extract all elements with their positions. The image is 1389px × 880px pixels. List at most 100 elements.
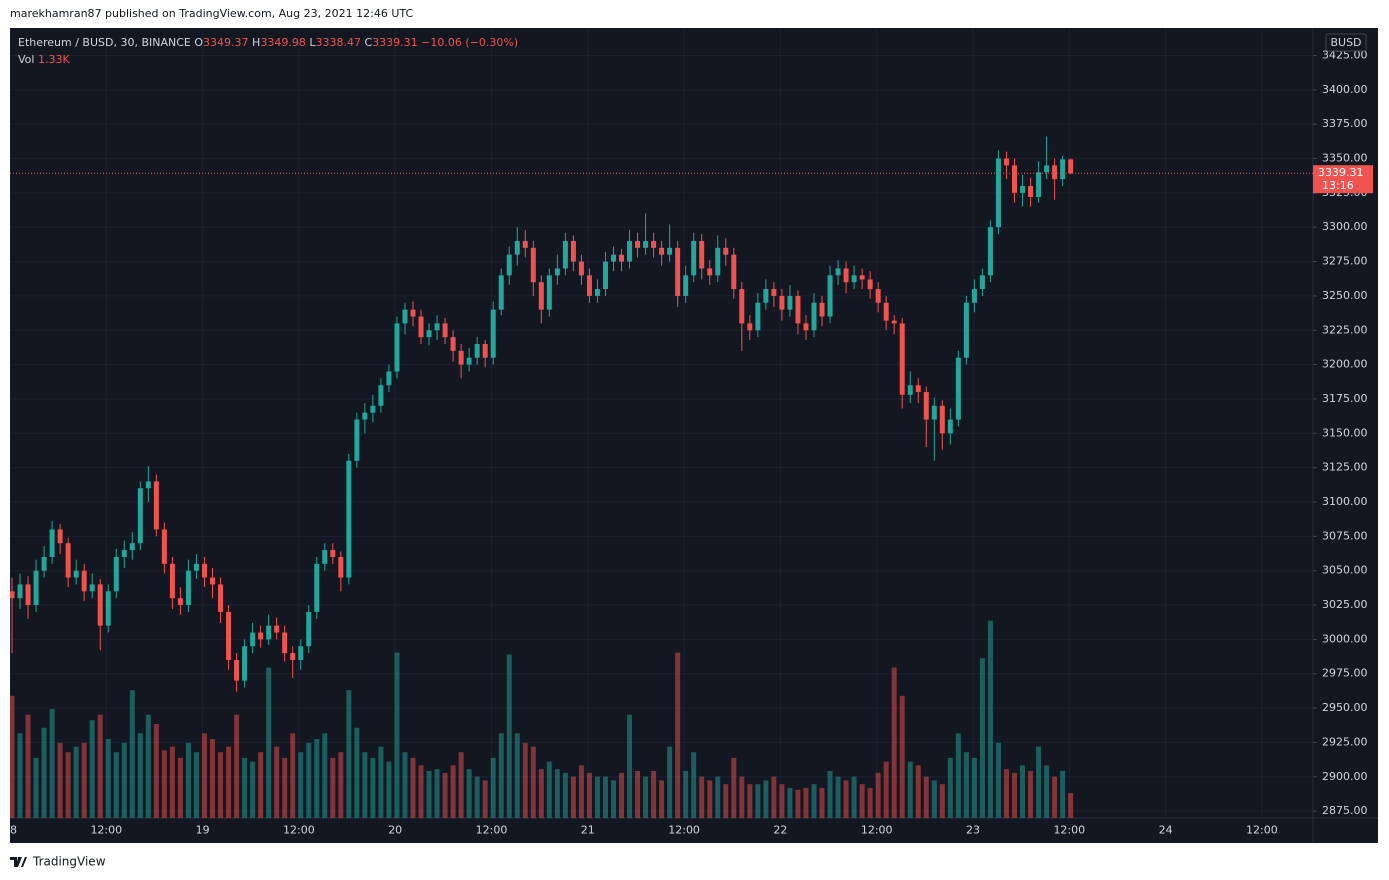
volume-bar bbox=[121, 742, 127, 818]
candle-body bbox=[458, 350, 464, 365]
volume-bar bbox=[161, 750, 167, 818]
candle-body bbox=[779, 295, 785, 310]
y-tick-label: 3275.00 bbox=[1322, 255, 1368, 268]
x-tick-label: 21 bbox=[581, 824, 595, 837]
candle-body bbox=[129, 543, 135, 551]
volume-bar bbox=[971, 757, 977, 818]
volume-bar bbox=[370, 757, 376, 818]
candle-body bbox=[851, 275, 857, 283]
volume-bar bbox=[49, 708, 55, 818]
currency-badge[interactable] bbox=[1325, 33, 1367, 52]
candle-body bbox=[651, 240, 657, 248]
volume-bar bbox=[803, 787, 809, 818]
candle-body bbox=[137, 488, 143, 544]
candle-body bbox=[386, 371, 392, 386]
volume-bar bbox=[619, 772, 625, 818]
candle-body bbox=[570, 240, 576, 262]
candle-body bbox=[434, 323, 440, 331]
candle-body bbox=[185, 570, 191, 606]
candle-body bbox=[683, 275, 689, 296]
volume-bar bbox=[17, 733, 23, 818]
volume-bar bbox=[715, 776, 721, 818]
candle-body bbox=[250, 632, 256, 647]
candle-body bbox=[699, 240, 705, 269]
x-tick-label: 12:00 bbox=[283, 824, 315, 837]
candle-body bbox=[442, 323, 448, 338]
volume-bar bbox=[201, 733, 207, 818]
volume-bar bbox=[306, 742, 312, 818]
volume-bar bbox=[282, 757, 288, 818]
volume-bar bbox=[434, 769, 440, 818]
x-tick-wrap: 24 bbox=[1159, 824, 1173, 837]
volume-bar bbox=[667, 746, 673, 818]
candle-body bbox=[578, 261, 584, 276]
candle-body bbox=[290, 653, 296, 660]
volume-bar bbox=[1028, 771, 1034, 818]
y-tick-label: 3350.00 bbox=[1322, 152, 1368, 165]
y-tick-label: 3000.00 bbox=[1322, 632, 1368, 645]
volume-bar bbox=[827, 771, 833, 818]
candle-body bbox=[226, 611, 232, 660]
volume-bar bbox=[691, 752, 697, 818]
y-tick-label: 3375.00 bbox=[1322, 117, 1368, 130]
candle-body bbox=[81, 570, 87, 592]
candle-body bbox=[891, 320, 897, 324]
x-tick-label: 12:00 bbox=[1053, 824, 1085, 837]
candle-body bbox=[161, 529, 167, 564]
volume-bar bbox=[322, 733, 328, 818]
candle-body bbox=[1044, 165, 1050, 173]
footer-logo bbox=[10, 857, 27, 867]
volume-bar bbox=[218, 752, 224, 818]
volume-bar bbox=[458, 752, 464, 818]
footer-brand: TradingView bbox=[32, 855, 106, 869]
candle-body bbox=[346, 460, 352, 578]
volume-bar bbox=[747, 784, 753, 818]
volume-bar bbox=[129, 690, 135, 818]
volume-bar bbox=[386, 761, 392, 818]
candle-body bbox=[274, 625, 280, 633]
candle-body bbox=[1052, 165, 1058, 180]
candle-body bbox=[426, 330, 432, 338]
candle-body bbox=[266, 625, 272, 640]
candle-body bbox=[201, 563, 207, 578]
y-tick-label: 3225.00 bbox=[1322, 323, 1368, 336]
volume-bar bbox=[394, 652, 400, 818]
x-tick-wrap: 23 bbox=[966, 824, 980, 837]
x-tick-wrap: 12:00 bbox=[283, 824, 315, 837]
candle-body bbox=[971, 289, 977, 303]
volume-bar bbox=[1012, 772, 1017, 818]
volume-bar bbox=[707, 780, 713, 818]
candle-body bbox=[979, 275, 985, 290]
candle-body bbox=[338, 556, 344, 578]
volume-bar bbox=[955, 733, 961, 818]
x-tick-label: 23 bbox=[966, 824, 980, 837]
candle-body bbox=[121, 550, 127, 557]
candle-body bbox=[546, 275, 552, 310]
candle-body bbox=[330, 550, 336, 557]
candle-body bbox=[715, 247, 721, 276]
candle-body bbox=[594, 289, 600, 296]
volume-bar bbox=[787, 787, 793, 818]
candle-body bbox=[450, 337, 456, 351]
legend-row: Vol 1.33K bbox=[18, 51, 518, 68]
candle-body bbox=[675, 247, 681, 296]
candle-body bbox=[258, 632, 264, 640]
volume-bar bbox=[330, 757, 336, 818]
volume-bar bbox=[979, 658, 985, 818]
x-tick-wrap: 12:00 bbox=[668, 824, 700, 837]
low: 3338.47 bbox=[315, 36, 361, 49]
candle-body bbox=[915, 385, 921, 393]
volume-bar bbox=[418, 765, 424, 818]
volume-bar bbox=[1036, 746, 1042, 818]
volume-bar bbox=[362, 752, 368, 818]
volume-bar bbox=[843, 780, 849, 818]
candle-body bbox=[835, 268, 841, 276]
volume-bar bbox=[795, 789, 801, 818]
volume-bar bbox=[105, 739, 111, 818]
candle-body bbox=[1068, 159, 1074, 174]
volume-bar bbox=[81, 742, 87, 818]
volume-bar bbox=[466, 769, 472, 818]
y-tick-label: 3025.00 bbox=[1322, 598, 1368, 611]
